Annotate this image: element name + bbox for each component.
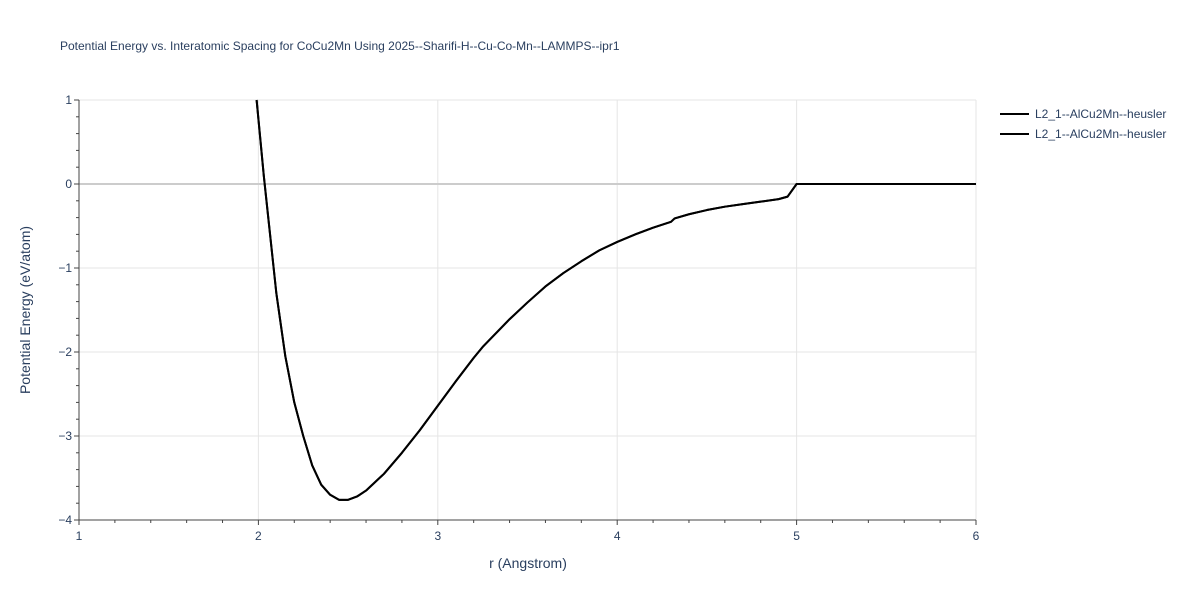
series-line-2 <box>255 99 976 501</box>
x-tick-label: 3 <box>434 529 441 543</box>
x-tick-label: 2 <box>255 529 262 543</box>
x-axis-title: r (Angstrom) <box>489 555 567 571</box>
legend-label: L2_1--AlCu2Mn--heusler <box>1035 107 1166 121</box>
legend-item-2[interactable]: L2_1--AlCu2Mn--heusler <box>1000 127 1166 141</box>
y-tick-labels: 1 0 −1 −2 −3 −4 <box>58 93 72 527</box>
y-tick-label: −4 <box>58 513 72 527</box>
plot-area <box>255 99 976 501</box>
y-tick-label: 1 <box>65 93 72 107</box>
y-tick-label: −3 <box>58 429 72 443</box>
x-tick-labels: 1 2 3 4 5 6 <box>76 529 980 543</box>
x-tick-label: 1 <box>76 529 83 543</box>
grid-lines <box>79 99 977 520</box>
legend-label: L2_1--AlCu2Mn--heusler <box>1035 127 1166 141</box>
y-tick-label: −1 <box>58 261 72 275</box>
legend[interactable]: L2_1--AlCu2Mn--heusler L2_1--AlCu2Mn--heu… <box>1000 107 1166 141</box>
x-tick-label: 4 <box>614 529 621 543</box>
x-tick-label: 6 <box>973 529 980 543</box>
y-tick-label: 0 <box>65 177 72 191</box>
chart-title: Potential Energy vs. Interatomic Spacing… <box>60 39 620 53</box>
axes <box>74 99 977 525</box>
y-axis-title: Potential Energy (eV/atom) <box>17 226 33 394</box>
x-tick-label: 5 <box>793 529 800 543</box>
y-tick-label: −2 <box>58 345 72 359</box>
legend-item-1[interactable]: L2_1--AlCu2Mn--heusler <box>1000 107 1166 121</box>
